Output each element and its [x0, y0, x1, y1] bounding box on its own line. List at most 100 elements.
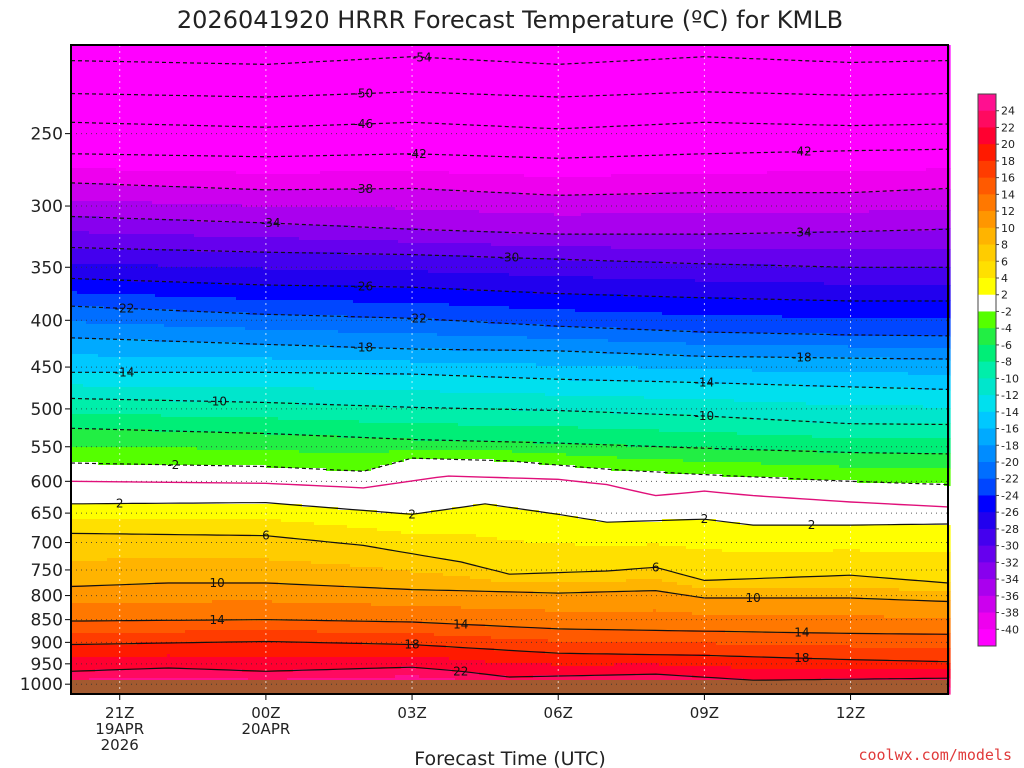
- temperature-fill-cell: [515, 276, 519, 292]
- temperature-fill-cell: [449, 510, 453, 535]
- temperature-fill-cell: [284, 345, 288, 361]
- temperature-fill-cell: [314, 240, 318, 253]
- temperature-fill-cell: [344, 285, 348, 301]
- temperature-fill-cell: [425, 390, 429, 409]
- temperature-fill-cell: [374, 657, 378, 670]
- temperature-fill-cell: [413, 645, 417, 658]
- temperature-fill-cell: [455, 648, 459, 661]
- temperature-fill-cell: [467, 363, 471, 376]
- temperature-fill-cell: [524, 195, 528, 214]
- temperature-fill-cell: [260, 519, 264, 538]
- temperature-fill-cell: [401, 462, 405, 514]
- temperature-fill-cell: [206, 327, 210, 343]
- temperature-fill-cell: [383, 189, 387, 208]
- temperature-fill-cell: [206, 237, 210, 253]
- temperature-fill-cell: [308, 330, 312, 346]
- temperature-fill-cell: [443, 576, 447, 592]
- temperature-fill-cell: [110, 168, 114, 184]
- temperature-fill-cell: [446, 273, 450, 289]
- temperature-fill-cell: [392, 207, 396, 229]
- temperature-fill-cell: [500, 213, 504, 232]
- temperature-fill-cell: [176, 402, 180, 418]
- temperature-fill-cell: [302, 642, 306, 658]
- temperature-fill-cell: [143, 372, 147, 388]
- temperature-fill-cell: [419, 645, 423, 658]
- temperature-fill-cell: [488, 306, 492, 325]
- temperature-fill-cell: [89, 561, 93, 586]
- temperature-fill-cell: [335, 207, 339, 226]
- temperature-fill-cell: [305, 345, 309, 361]
- temperature-fill-cell: [302, 405, 306, 421]
- temperature-fill-cell: [221, 312, 225, 328]
- temperature-fill-cell: [503, 306, 507, 325]
- temperature-fill-cell: [71, 414, 75, 430]
- temperature-fill-cell: [362, 588, 366, 604]
- temperature-fill-cell: [236, 189, 240, 205]
- temperature-fill-cell: [500, 462, 504, 508]
- temperature-fill-cell: [221, 504, 225, 520]
- temperature-fill-cell: [269, 519, 273, 538]
- temperature-fill-cell: [422, 513, 426, 535]
- temperature-fill-cell: [509, 639, 513, 652]
- temperature-fill-cell: [443, 636, 447, 646]
- temperature-fill-cell: [167, 654, 171, 670]
- temperature-fill-cell: [419, 288, 423, 304]
- temperature-fill-cell: [260, 300, 264, 316]
- temperature-fill-cell: [284, 672, 288, 682]
- temperature-fill-cell: [419, 210, 423, 229]
- temperature-fill-cell: [296, 237, 300, 253]
- temperature-fill-cell: [461, 363, 465, 376]
- temperature-fill-cell: [89, 264, 93, 280]
- temperature-fill-cell: [122, 558, 126, 586]
- temperature-fill-cell: [404, 303, 408, 319]
- temperature-fill-cell: [353, 642, 357, 658]
- temperature-fill-cell: [233, 357, 237, 373]
- temperature-fill-cell: [143, 504, 147, 520]
- temperature-fill-cell: [404, 171, 408, 190]
- temperature-fill-cell: [110, 657, 114, 670]
- temperature-fill-cell: [176, 372, 180, 388]
- temperature-fill-cell: [401, 657, 405, 667]
- temperature-fill-cell: [98, 201, 102, 217]
- temperature-fill-cell: [224, 171, 228, 190]
- temperature-fill-cell: [344, 438, 348, 454]
- temperature-fill-cell: [83, 603, 87, 622]
- temperature-fill-cell: [485, 504, 489, 538]
- temperature-fill-cell: [386, 621, 390, 634]
- temperature-fill-cell: [389, 513, 393, 532]
- temperature-fill-cell: [200, 504, 204, 520]
- temperature-fill-cell: [275, 672, 279, 682]
- temperature-fill-cell: [500, 591, 504, 610]
- temperature-fill-cell: [239, 600, 243, 622]
- temperature-fill-cell: [452, 624, 456, 637]
- temperature-fill-cell: [341, 171, 345, 190]
- temperature-fill-cell: [272, 300, 276, 316]
- temperature-fill-cell: [137, 429, 141, 448]
- temperature-fill-cell: [110, 294, 114, 310]
- temperature-fill-cell: [212, 558, 216, 583]
- temperature-fill-cell: [95, 201, 99, 217]
- temperature-fill-cell: [254, 372, 258, 388]
- temperature-fill-cell: [377, 531, 381, 550]
- temperature-fill-cell: [497, 507, 501, 541]
- temperature-fill-cell: [104, 657, 108, 670]
- temperature-fill-cell: [452, 507, 456, 535]
- temperature-fill-cell: [302, 285, 306, 301]
- temperature-fill-cell: [473, 504, 477, 535]
- temperature-fill-cell: [335, 348, 339, 361]
- temperature-fill-cell: [368, 288, 372, 304]
- temperature-fill-cell: [254, 558, 258, 583]
- temperature-fill-cell: [155, 219, 159, 235]
- temperature-fill-cell: [95, 645, 99, 658]
- temperature-fill-cell: [434, 459, 438, 511]
- temperature-fill-cell: [503, 507, 507, 541]
- temperature-fill-cell: [359, 372, 363, 391]
- temperature-fill-cell: [242, 504, 246, 520]
- temperature-fill-cell: [500, 507, 504, 541]
- temperature-fill-cell: [191, 249, 195, 268]
- temperature-fill-cell: [83, 585, 87, 604]
- temperature-fill-cell: [434, 534, 438, 559]
- temperature-fill-cell: [389, 669, 393, 679]
- temperature-fill-cell: [383, 270, 387, 289]
- temperature-fill-cell: [197, 450, 201, 466]
